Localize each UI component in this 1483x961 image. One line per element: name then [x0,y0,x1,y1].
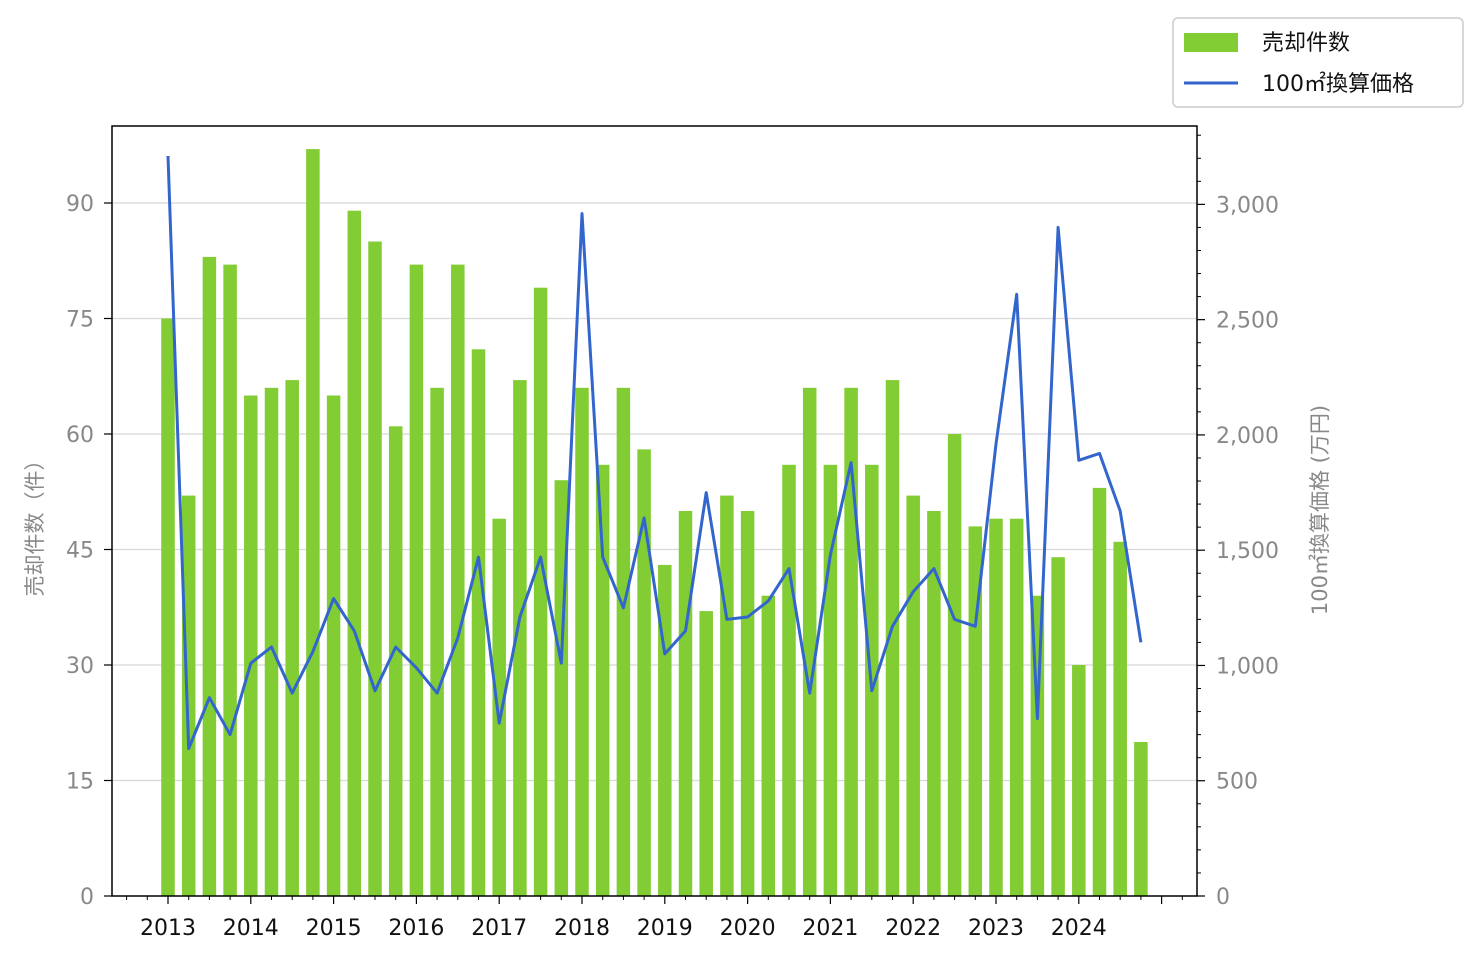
bar-30 [782,464,796,896]
right-tick-label-4: 2,000 [1216,424,1279,449]
bar-8 [326,395,341,896]
bar-31 [802,387,817,896]
right-tick-label-1: 500 [1216,770,1258,795]
bar-20 [575,387,589,896]
bar-3 [223,264,237,897]
bar-5 [264,387,279,896]
legend-label-line: 100㎡換算価格 [1262,71,1414,97]
bar-series [161,149,1148,897]
bar-35 [885,380,900,897]
left-axis: 0 15 30 45 60 75 90 [66,192,112,910]
right-tick-label-5: 2,500 [1216,309,1279,334]
bar-10 [368,241,382,896]
bar-16 [492,518,506,896]
x-axis: 2013 2014 2015 2016 2017 2018 2019 2020 2021 2022… [126,896,1183,941]
bar-29 [761,595,776,896]
bar-0 [161,318,175,896]
right-tick-label-6: 3,000 [1216,193,1279,218]
bar-40 [989,518,1003,896]
bar-45 [1092,487,1107,896]
right-tick-label-3: 1,500 [1216,539,1279,564]
bar-21 [595,464,610,896]
x-tick-label-4: 2017 [471,916,527,941]
x-tick-label-5: 2018 [554,916,610,941]
plot-frame [111,125,1198,897]
bar-15 [471,349,486,896]
left-tick-label-6: 90 [66,192,94,217]
bar-46 [1113,541,1127,896]
x-tick-label-9: 2022 [885,916,941,941]
bar-24 [658,564,672,896]
bar-41 [1009,518,1024,896]
bar-43 [1051,557,1065,896]
y-axis-label-right: 100㎡換算価格 (万円) [1308,405,1332,615]
y-axis-label-left: 売却件数（件） [23,450,47,597]
bar-17 [513,380,527,897]
bar-47 [1134,742,1148,896]
right-tick-label-2: 1,000 [1216,654,1279,679]
x-tick-label-7: 2020 [720,916,776,941]
left-tick-label-4: 60 [66,423,94,448]
bar-14 [451,264,465,897]
x-tick-label-2: 2015 [306,916,362,941]
bar-13 [430,387,444,896]
bar-36 [906,495,920,896]
bar-6 [285,380,299,897]
legend-label-bar: 売却件数 [1262,31,1350,56]
right-axis: 0 500 1,000 1,500 2,000 2,500 3,000 [1197,134,1279,910]
x-tick-label-10: 2023 [968,916,1024,941]
bar-27 [720,495,734,896]
bar-28 [740,511,755,896]
bar-18 [533,287,548,896]
x-tick-label-0: 2013 [140,916,196,941]
bar-1 [181,495,196,896]
bar-25 [678,511,693,896]
bar-9 [347,210,362,896]
legend-swatch-bar [1184,33,1238,52]
left-tick-label-2: 30 [66,654,94,679]
bar-39 [968,526,983,896]
bar-44 [1072,665,1086,896]
bar-38 [947,434,962,896]
x-tick-label-8: 2021 [802,916,858,941]
bar-22 [616,387,631,896]
bar-4 [244,395,258,896]
x-tick-label-6: 2019 [637,916,693,941]
left-tick-label-0: 0 [80,885,94,910]
bar-7 [306,149,320,897]
bar-37 [927,511,941,896]
left-tick-label-5: 75 [66,308,94,333]
bar-2 [202,256,217,896]
bar-12 [409,264,424,897]
x-tick-label-1: 2014 [223,916,279,941]
legend-box [1172,17,1464,108]
legend: 売却件数 100㎡換算価格 [1172,17,1464,108]
left-tick-label-1: 15 [66,770,94,795]
left-tick-label-3: 45 [66,539,94,564]
bar-26 [699,611,713,896]
x-tick-label-3: 2016 [388,916,444,941]
right-tick-label-0: 0 [1216,885,1230,910]
x-tick-label-11: 2024 [1051,916,1107,941]
bar-11 [388,426,403,896]
price-line [166,155,1143,750]
line-series [166,155,1143,750]
bar-23 [637,449,651,896]
